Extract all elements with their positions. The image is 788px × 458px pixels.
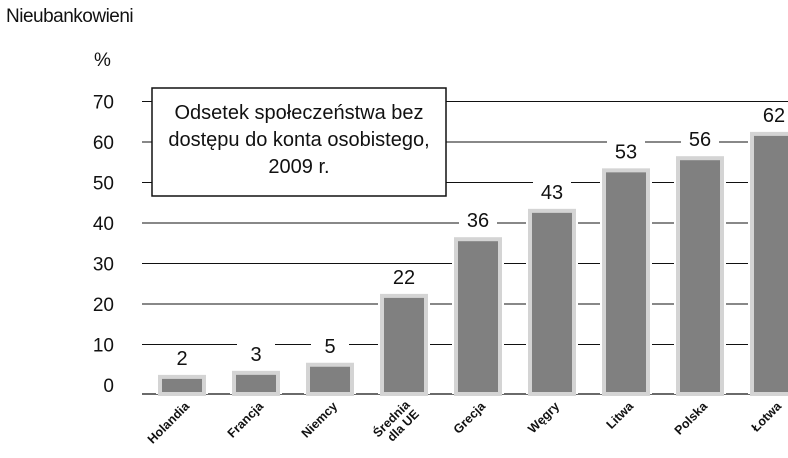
data-label-backing (459, 208, 497, 233)
chart-title-line: Odsetek społeczeństwa bez (174, 102, 423, 124)
data-label-backing (681, 127, 719, 152)
y-tick-label: 20 (93, 295, 114, 316)
bar (306, 362, 354, 396)
y-tick-label: 40 (93, 214, 114, 235)
y-tick-label: 0 (103, 376, 114, 397)
y-tick-label: 60 (93, 133, 114, 154)
x-tick-label-line: Niemcy (299, 399, 340, 440)
data-label-backing (311, 333, 349, 358)
title-box: Odsetek społeczeństwa bez dostępu do kont… (151, 87, 447, 197)
data-label: 53 (615, 141, 637, 163)
bars (156, 130, 788, 397)
x-tick-label: Węgry (525, 399, 562, 436)
bar (676, 156, 724, 396)
data-label: 2 (176, 348, 187, 370)
chart-title: Odsetek społeczeństwa bez dostępu do kont… (168, 102, 429, 178)
data-label-backing (755, 102, 788, 127)
data-label-backing (385, 264, 423, 289)
chart-title-line: dostępu do konta osobistego, (168, 129, 429, 151)
bar (750, 131, 788, 396)
data-label: 62 (763, 105, 785, 127)
data-label: 22 (393, 267, 415, 289)
x-tick-label: Polska (672, 398, 711, 437)
y-axis-ticks: 0 10 20 30 40 50 60 70 (93, 93, 114, 398)
data-label: 43 (541, 182, 563, 204)
title-box-frame (151, 87, 447, 197)
x-tick-label: Łotwa (749, 398, 785, 434)
data-label-backing (237, 341, 275, 366)
bar (454, 237, 502, 396)
y-tick-label: 10 (93, 336, 114, 357)
x-tick-label-line: Łotwa (749, 398, 785, 434)
data-labels: 2 3 5 22 36 43 53 56 62 (163, 102, 788, 370)
x-tick-label: Niemcy (299, 399, 340, 440)
data-label-backing (163, 345, 201, 370)
data-label-backing (607, 139, 645, 164)
chart-title-line: 2009 r. (268, 156, 329, 178)
bar (602, 168, 650, 396)
data-label-backing (533, 179, 571, 204)
y-tick-label: 30 (93, 255, 114, 276)
y-tick-label: 70 (93, 93, 114, 114)
data-label: 56 (689, 129, 711, 151)
x-tick-label-line: Litwa (604, 398, 637, 431)
x-tick-label-line: Węgry (525, 399, 562, 436)
x-tick-label-line: Grecja (451, 398, 489, 436)
x-tick-label-line: Polska (672, 398, 711, 437)
x-tick-label-line: Holandia (145, 398, 193, 446)
data-label: 3 (250, 344, 261, 366)
x-tick-label: Holandia (145, 398, 193, 446)
chart-heading: Nieubankowieni (6, 6, 133, 27)
x-tick-label: Grecja (451, 398, 489, 436)
bar (232, 370, 280, 397)
bar (528, 208, 576, 396)
x-tick-label-line: Francja (225, 398, 267, 440)
x-tick-label: Litwa (604, 398, 637, 431)
x-tick-label: Francja (225, 398, 267, 440)
data-label: 36 (467, 210, 489, 232)
bar (158, 374, 206, 396)
bar (380, 293, 428, 396)
y-tick-label: 50 (93, 174, 114, 195)
y-unit-label: % (94, 50, 111, 71)
data-label: 5 (324, 336, 335, 358)
